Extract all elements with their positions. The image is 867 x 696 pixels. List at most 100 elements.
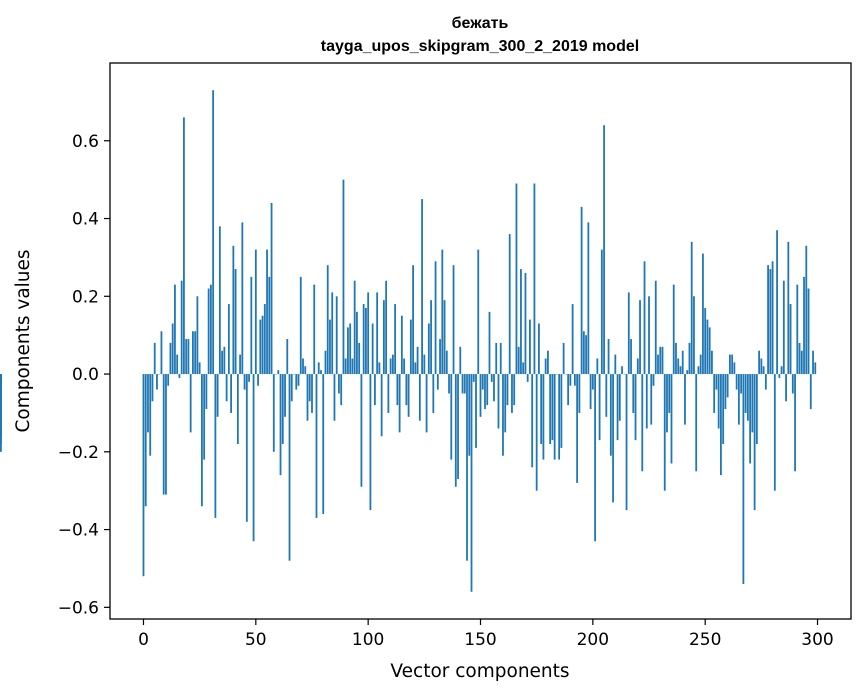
bar-163 (508, 234, 511, 375)
bar-24 (196, 296, 199, 375)
bar-241 (684, 374, 686, 425)
bar-44 (241, 222, 244, 375)
bar-37 (225, 374, 228, 402)
bar-142 (461, 374, 464, 394)
bar-169 (522, 362, 525, 375)
bar-289 (791, 374, 794, 394)
bar-269 (746, 374, 749, 421)
bar-173 (531, 374, 534, 468)
bar-73 (306, 374, 309, 421)
bar-285 (782, 280, 785, 375)
bar-248 (699, 354, 702, 375)
bar-209 (612, 374, 614, 503)
bar-122 (416, 346, 419, 375)
bar-191 (571, 304, 574, 375)
bar-287 (787, 241, 790, 375)
bar-82 (326, 265, 329, 375)
bar-243 (688, 342, 691, 375)
bar-279 (769, 269, 772, 375)
bar-11 (167, 374, 170, 386)
x-axis-ticks: 0 50 100 150 200 250 300 (138, 619, 834, 650)
bar-112 (394, 304, 397, 375)
bar-136 (448, 374, 450, 394)
bar-124 (421, 199, 423, 375)
bar-131 (436, 374, 439, 390)
bar-48 (250, 276, 253, 375)
bar-74 (308, 374, 311, 402)
bar-166 (515, 183, 518, 375)
bar-111 (391, 354, 394, 375)
bar-151 (481, 374, 484, 390)
bar-21 (189, 374, 192, 433)
bar-234 (668, 374, 671, 413)
bar-121 (414, 362, 417, 375)
bar-291 (796, 284, 799, 375)
bar-204 (600, 249, 603, 375)
bar-294 (803, 276, 805, 375)
bar-217 (630, 339, 632, 375)
bar-189 (567, 374, 570, 406)
bar-20 (187, 339, 190, 375)
bar-64 (286, 339, 289, 375)
bar-13 (171, 323, 174, 375)
y-tick-label: −0.6 (58, 598, 99, 618)
bar-72 (304, 366, 307, 375)
bar-218 (632, 374, 635, 413)
bar-69 (297, 374, 300, 386)
bar-262 (731, 354, 734, 375)
bar-138 (452, 265, 455, 375)
bar-79 (320, 370, 322, 375)
bar-271 (751, 374, 754, 433)
bar-63 (284, 374, 286, 417)
bar-201 (594, 374, 596, 542)
bar-92 (349, 323, 352, 375)
bar-174 (533, 183, 536, 375)
bar-23 (194, 331, 197, 375)
bar-276 (762, 366, 765, 375)
bar-267 (742, 374, 745, 585)
bar-251 (706, 319, 709, 375)
bar-45 (243, 374, 246, 390)
bar-153 (486, 374, 489, 406)
bar-17 (180, 280, 183, 375)
bar-108 (385, 280, 388, 375)
x-tick-label: 50 (245, 630, 267, 650)
bar-129 (432, 374, 435, 413)
bar-41 (234, 269, 237, 375)
bar-292 (798, 342, 801, 375)
bar-35 (221, 350, 224, 375)
bar-199 (589, 374, 592, 410)
bar-252 (708, 327, 711, 375)
bar-219 (634, 374, 637, 441)
bar-57 (270, 202, 273, 375)
bar-227 (652, 374, 655, 386)
bar-183 (553, 374, 556, 460)
bar-54 (263, 304, 266, 375)
bar-278 (767, 265, 769, 375)
bar-144 (466, 374, 468, 561)
bar-244 (690, 241, 693, 375)
bar-95 (356, 311, 358, 375)
bar-71 (302, 358, 304, 375)
bar-208 (609, 374, 612, 456)
bar-256 (717, 374, 720, 429)
bar-247 (697, 366, 700, 375)
bar-259 (724, 374, 727, 410)
bar-263 (733, 362, 736, 375)
bar-193 (576, 374, 579, 483)
bar-47 (248, 374, 250, 382)
bar-152 (484, 374, 486, 410)
bar-213 (621, 366, 623, 375)
bar-93 (351, 358, 354, 375)
x-tick-label: 100 (352, 630, 384, 650)
bar-123 (418, 374, 421, 421)
bar-245 (693, 296, 695, 375)
bar-42 (236, 374, 239, 445)
bar-0 (142, 374, 145, 577)
bar-186 (560, 374, 563, 448)
bar-133 (441, 249, 444, 375)
bar-116 (403, 358, 406, 375)
bar-26 (201, 374, 203, 507)
bar-94 (353, 280, 356, 375)
